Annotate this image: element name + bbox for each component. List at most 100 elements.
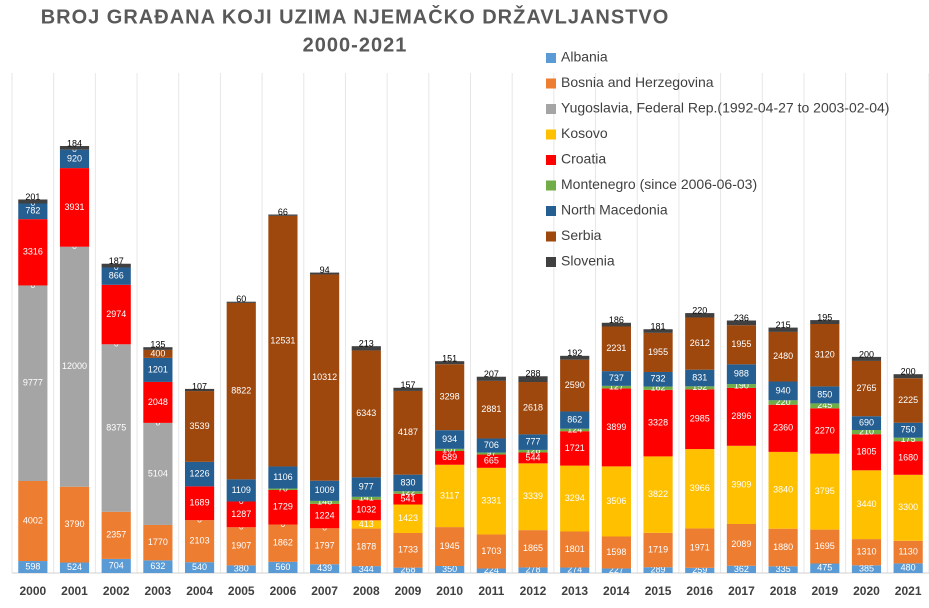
- data-label: 268: [400, 565, 415, 575]
- legend-swatch: [546, 180, 556, 191]
- x-tick-label: 2011: [478, 584, 504, 598]
- data-label: 1733: [398, 545, 418, 555]
- bar-segment: [685, 313, 715, 318]
- bar-segment: [851, 539, 882, 566]
- data-label: 1801: [565, 544, 585, 554]
- data-label: 2590: [565, 380, 585, 390]
- data-label: 831: [692, 372, 707, 382]
- bar-segment: [435, 464, 465, 528]
- x-tick-label: 2017: [728, 584, 755, 598]
- data-label: 3120: [815, 350, 835, 360]
- bar-segment: [143, 422, 173, 525]
- data-label: 560: [275, 562, 290, 572]
- data-label: 2765: [856, 383, 876, 393]
- bar-segment: [101, 558, 131, 573]
- bar-segment: [476, 380, 506, 439]
- data-label: 70: [278, 484, 288, 494]
- data-label: 4002: [23, 515, 43, 525]
- bar-segment: [518, 376, 548, 383]
- data-label: 1689: [190, 498, 210, 508]
- data-label: 181: [651, 322, 666, 332]
- data-label: 2896: [731, 411, 751, 421]
- bar-segment: [726, 523, 757, 566]
- data-label: 124: [567, 424, 582, 434]
- data-label: 201: [25, 192, 40, 202]
- data-label: 1032: [356, 504, 376, 514]
- bar-segment: [685, 567, 715, 573]
- bar-segment: [393, 532, 423, 568]
- bar-segment: [184, 486, 215, 521]
- data-label: 135: [150, 340, 165, 350]
- data-label: 3931: [65, 202, 85, 212]
- bar-segment: [226, 565, 256, 573]
- bar-segment: [851, 430, 882, 435]
- bar-segment: [810, 563, 840, 573]
- data-label: 782: [25, 206, 40, 216]
- data-label: 540: [192, 562, 207, 572]
- data-label: 213: [359, 339, 374, 349]
- bar-segment: [851, 434, 882, 471]
- x-tick-label: 2021: [895, 584, 922, 598]
- data-label: 920: [67, 153, 82, 163]
- data-label: 1729: [273, 502, 293, 512]
- bar-segment: [59, 149, 90, 169]
- data-label: 2270: [815, 425, 835, 435]
- bar-segment: [18, 219, 48, 286]
- bar-segment: [601, 322, 631, 327]
- data-label: 3328: [648, 417, 668, 427]
- data-label: 289: [651, 564, 666, 574]
- bar-segment: [518, 530, 548, 568]
- bar-segment: [268, 524, 298, 562]
- bar-segment: [476, 454, 506, 468]
- data-label: 544: [526, 452, 541, 462]
- data-label: 3294: [565, 493, 585, 503]
- data-label: 665: [484, 456, 499, 466]
- bar-segment: [810, 320, 840, 324]
- bar-segment: [518, 434, 548, 450]
- bar-segment: [518, 382, 548, 435]
- bar-segment: [59, 246, 90, 487]
- data-label: 1955: [731, 339, 751, 349]
- data-label: 1598: [606, 547, 626, 557]
- bar-segment: [18, 285, 48, 481]
- data-label: 3840: [773, 485, 793, 495]
- data-label: 195: [817, 312, 832, 322]
- data-label: 1224: [315, 510, 335, 520]
- bar-segment: [685, 317, 715, 370]
- bar-segment: [435, 450, 465, 465]
- data-label: 3790: [65, 519, 85, 529]
- bar-segment: [476, 568, 506, 573]
- data-label: 66: [278, 207, 288, 217]
- data-label: 187: [109, 256, 124, 266]
- bar-segment: [101, 263, 131, 268]
- legend-label: Yugoslavia, Federal Rep.(1992-04-27 to 2…: [561, 100, 889, 116]
- legend: Albania Bosnia and Herzegovina Yugoslavia,…: [546, 49, 889, 269]
- bar-segment: [726, 387, 757, 446]
- bar-segment: [601, 388, 631, 467]
- data-label: 1805: [856, 447, 876, 457]
- data-label: 207: [484, 369, 499, 379]
- data-label: 122: [400, 487, 415, 497]
- chart-title: BROJ GRAĐANA KOJI UZIMA NJEMAČKO DRŽAVLJ…: [41, 4, 670, 28]
- bar-segment: [685, 386, 715, 390]
- data-label: 1865: [523, 543, 543, 553]
- bar-segment: [393, 390, 423, 475]
- bar-segment: [268, 214, 298, 216]
- data-label: 1130: [898, 546, 917, 556]
- bar-segment: [310, 500, 340, 504]
- data-label: 524: [67, 562, 82, 572]
- data-label: 3539: [190, 421, 210, 431]
- bar-segment: [310, 564, 340, 573]
- bar-segment: [893, 474, 923, 541]
- bar-segment: [393, 474, 423, 492]
- bar-segment: [59, 486, 90, 563]
- bar-segment: [685, 528, 715, 568]
- bar-segment: [476, 376, 506, 381]
- data-label: 146: [317, 497, 332, 507]
- data-label: 215: [776, 320, 791, 330]
- bar-segment: [310, 272, 340, 275]
- legend-swatch: [546, 53, 556, 63]
- bar-segment: [810, 529, 840, 564]
- bar-segment: [643, 532, 673, 568]
- data-label: 1287: [231, 509, 251, 519]
